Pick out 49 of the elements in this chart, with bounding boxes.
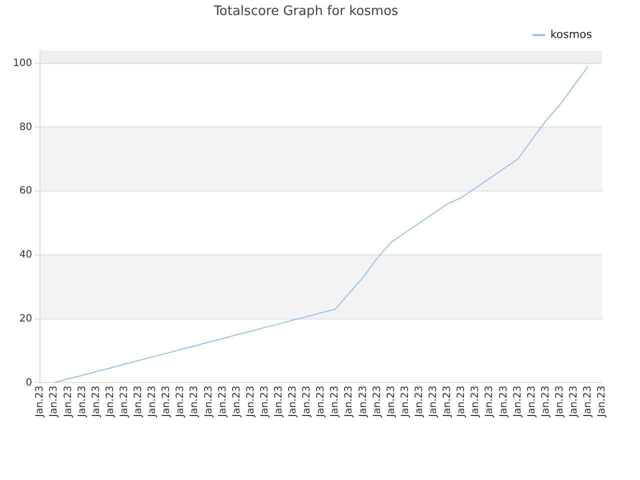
x-tick-label: Jan.23 [554,386,566,418]
x-tick-label: Jan.23 [161,386,172,418]
x-tick-label: Jan.23 [203,386,214,418]
x-tick-label: Jan.23 [330,386,341,418]
x-tick-label: Jan.23 [316,386,327,418]
x-tick-label: Jan.23 [596,386,608,418]
x-tick-label: Jan.23 [386,386,397,418]
x-tick-label: Jan.23 [442,386,454,418]
x-tick-label: Jan.23 [48,386,60,418]
x-tick-label: Jan.23 [582,386,594,418]
x-tick-label: Jan.23 [358,386,369,418]
chart-title: Totalscore Graph for kosmos [212,4,399,20]
x-tick-label: Jan.23 [456,386,468,418]
y-tick-label: 60 [19,186,32,197]
x-tick-label: Jan.23 [189,386,200,418]
legend-label: kosmos [550,28,592,41]
x-tick-label: Jan.23 [76,386,88,418]
x-tick-label: Jan.23 [302,386,313,418]
x-tick-label: Jan.23 [484,386,496,418]
x-tick-label: Jan.23 [344,386,355,418]
x-tick-label: Jan.23 [104,386,116,418]
x-tick-label: Jan.23 [133,386,144,418]
y-tick-label: 20 [19,313,32,324]
y-tick-label: 40 [19,250,32,261]
y-tick-label: 80 [19,122,32,133]
y-tick-label: 0 [26,377,32,388]
x-tick-label: Jan.23 [90,386,102,418]
x-tick-label: Jan.23 [498,386,510,418]
x-tick-label: Jan.23 [414,386,425,418]
x-tick-label: Jan.23 [245,386,256,418]
x-tick-label: Jan.23 [428,386,440,418]
x-tick-label: Jan.23 [217,386,228,418]
x-tick-label: Jan.23 [512,386,524,418]
y-tick-label: 100 [12,58,32,69]
x-tick-label: Jan.23 [372,386,383,418]
x-tick-label: Jan.23 [526,386,538,418]
x-tick-label: Jan.23 [231,386,242,418]
x-tick-label: Jan.23 [273,386,284,418]
x-tick-label: Jan.23 [470,386,482,418]
x-tick-label: Jan.23 [288,386,299,418]
x-tick-label: Jan.23 [400,386,411,418]
x-tick-label: Jan.23 [540,386,552,418]
x-tick-label: Jan.23 [34,386,46,418]
x-tick-label: Jan.23 [175,386,186,418]
x-tick-label: Jan.23 [147,386,158,418]
x-tick-label: Jan.23 [259,386,270,418]
x-tick-label: Jan.23 [568,386,580,418]
x-tick-label: Jan.23 [118,386,130,418]
x-tick-label: Jan.23 [62,386,74,418]
